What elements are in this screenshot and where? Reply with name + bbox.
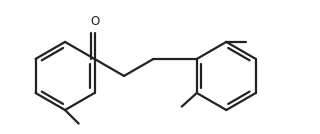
Text: O: O — [90, 15, 99, 28]
